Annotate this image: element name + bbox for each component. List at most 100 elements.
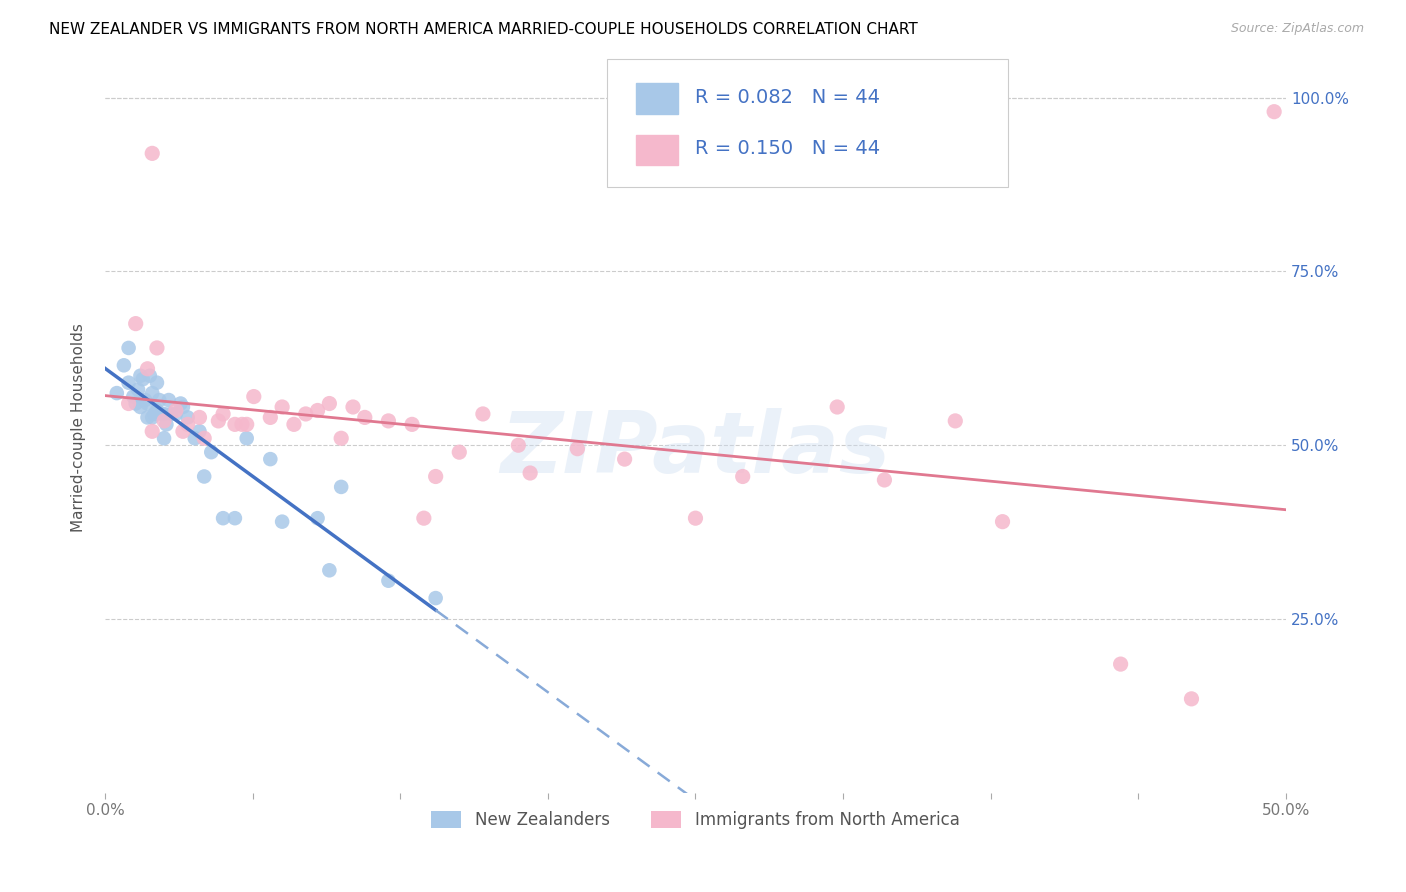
- Point: [224, 511, 246, 525]
- Point: [342, 400, 364, 414]
- Point: [243, 390, 266, 404]
- Point: [129, 400, 152, 414]
- Point: [200, 445, 222, 459]
- Point: [172, 400, 194, 414]
- Point: [160, 407, 183, 421]
- Point: [508, 438, 530, 452]
- Point: [685, 511, 707, 525]
- Point: [1180, 691, 1202, 706]
- Point: [1263, 104, 1285, 119]
- Point: [271, 515, 294, 529]
- Point: [259, 452, 281, 467]
- Point: [991, 515, 1014, 529]
- Point: [471, 407, 494, 421]
- Point: [377, 414, 399, 428]
- Point: [425, 469, 447, 483]
- Point: [224, 417, 246, 432]
- Point: [731, 469, 754, 483]
- Point: [146, 341, 169, 355]
- Point: [207, 414, 229, 428]
- Point: [136, 396, 159, 410]
- Bar: [637, 135, 678, 165]
- Point: [449, 445, 471, 459]
- Point: [139, 368, 162, 383]
- Text: Source: ZipAtlas.com: Source: ZipAtlas.com: [1230, 22, 1364, 36]
- Point: [193, 469, 215, 483]
- Point: [353, 410, 375, 425]
- Point: [330, 480, 353, 494]
- Point: [377, 574, 399, 588]
- Point: [105, 386, 128, 401]
- Point: [1109, 657, 1132, 672]
- Point: [519, 466, 541, 480]
- Text: NEW ZEALANDER VS IMMIGRANTS FROM NORTH AMERICA MARRIED-COUPLE HOUSEHOLDS CORRELA: NEW ZEALANDER VS IMMIGRANTS FROM NORTH A…: [49, 22, 918, 37]
- Point: [117, 376, 139, 390]
- Point: [318, 396, 340, 410]
- Point: [212, 407, 235, 421]
- Point: [294, 407, 316, 421]
- Point: [193, 431, 215, 445]
- Point: [155, 417, 177, 432]
- Point: [117, 341, 139, 355]
- Point: [141, 410, 163, 425]
- Point: [176, 410, 198, 425]
- Point: [165, 403, 187, 417]
- Point: [146, 403, 169, 417]
- Point: [146, 376, 169, 390]
- Point: [125, 317, 148, 331]
- Text: ZIPatlas: ZIPatlas: [501, 409, 890, 491]
- Point: [825, 400, 848, 414]
- Point: [271, 400, 294, 414]
- Point: [567, 442, 589, 456]
- Point: [235, 417, 257, 432]
- Point: [425, 591, 447, 606]
- Point: [150, 407, 173, 421]
- Point: [148, 392, 170, 407]
- Point: [153, 431, 176, 445]
- Point: [112, 359, 135, 373]
- Point: [188, 425, 211, 439]
- Point: [307, 403, 329, 417]
- FancyBboxPatch shape: [607, 60, 1008, 187]
- Point: [188, 410, 211, 425]
- Point: [141, 386, 163, 401]
- Point: [134, 392, 156, 407]
- Point: [132, 372, 155, 386]
- Point: [176, 417, 198, 432]
- Point: [153, 414, 176, 428]
- Point: [212, 511, 235, 525]
- Bar: [637, 84, 678, 114]
- Point: [169, 396, 191, 410]
- Point: [873, 473, 896, 487]
- Point: [318, 563, 340, 577]
- Point: [235, 431, 257, 445]
- Point: [125, 396, 148, 410]
- Point: [157, 392, 180, 407]
- Point: [401, 417, 423, 432]
- Point: [129, 368, 152, 383]
- Point: [259, 410, 281, 425]
- Legend: New Zealanders, Immigrants from North America: New Zealanders, Immigrants from North Am…: [425, 804, 966, 836]
- Y-axis label: Married-couple Households: Married-couple Households: [72, 324, 86, 533]
- Text: R = 0.150   N = 44: R = 0.150 N = 44: [696, 139, 880, 158]
- Point: [184, 431, 207, 445]
- Point: [141, 146, 163, 161]
- Point: [143, 407, 166, 421]
- Point: [122, 390, 145, 404]
- Point: [330, 431, 353, 445]
- Point: [141, 425, 163, 439]
- Point: [613, 452, 636, 467]
- Point: [136, 410, 159, 425]
- Point: [117, 396, 139, 410]
- Point: [127, 383, 149, 397]
- Point: [165, 407, 187, 421]
- Point: [231, 417, 253, 432]
- Point: [172, 425, 194, 439]
- Text: R = 0.082   N = 44: R = 0.082 N = 44: [696, 87, 880, 107]
- Point: [283, 417, 305, 432]
- Point: [412, 511, 434, 525]
- Point: [943, 414, 966, 428]
- Point: [307, 511, 329, 525]
- Point: [153, 407, 176, 421]
- Point: [136, 361, 159, 376]
